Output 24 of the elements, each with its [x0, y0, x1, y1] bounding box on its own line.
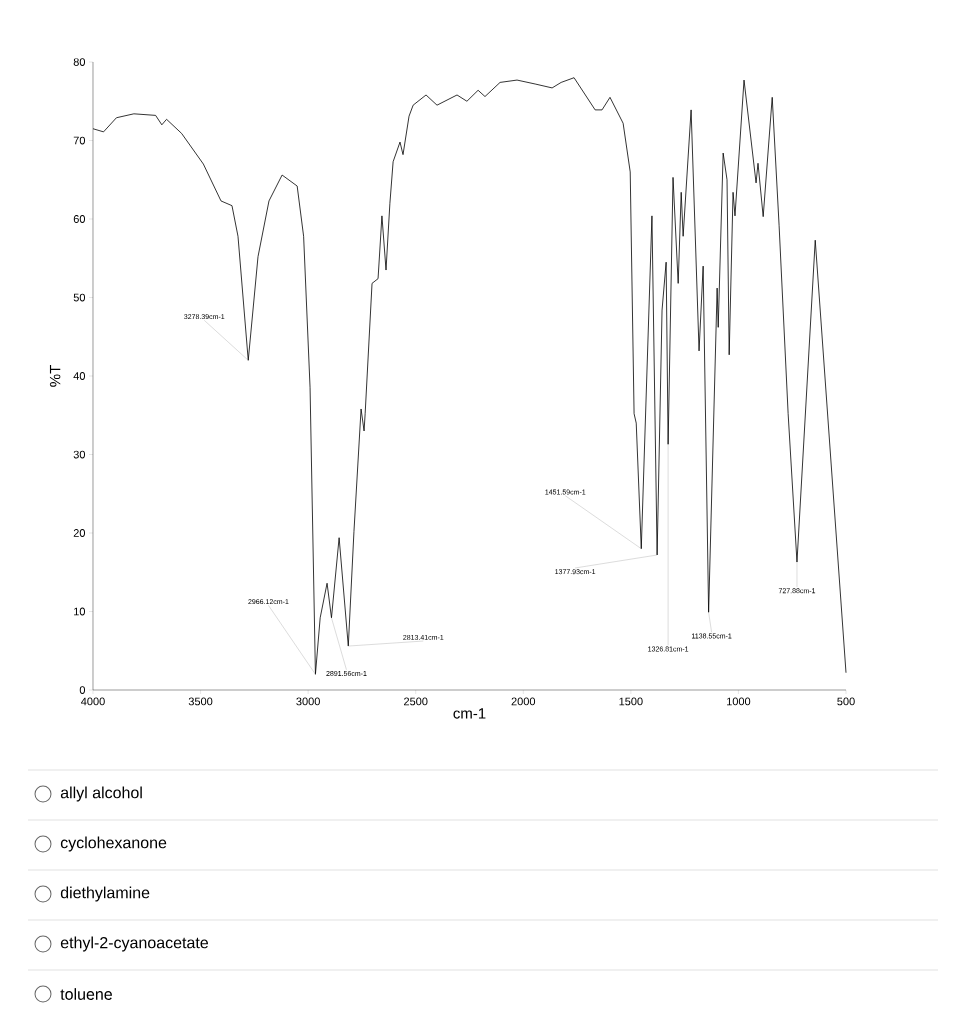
y-tick-label: 50 — [73, 293, 86, 302]
x-axis-title: cm-1 — [453, 708, 486, 719]
y-tick-label: 40 — [73, 372, 86, 380]
x-tick-label: 3000 — [296, 697, 320, 706]
x-tick-label: 1000 — [727, 697, 751, 706]
text: allyl alcohol — [60, 786, 142, 802]
x-tick-label: 1500 — [619, 697, 643, 706]
y-tick-label: 10 — [74, 607, 86, 616]
y-tick-label: 20 — [73, 529, 86, 537]
y-tick-label: 0 — [79, 686, 86, 694]
y-tick-label: 80 — [73, 58, 86, 66]
text: diethylamine — [60, 886, 150, 902]
text: toluene — [60, 988, 112, 1000]
y-tick-label: 60 — [73, 215, 86, 223]
text: cyclohexanone — [60, 836, 167, 852]
y-tick-label: 70 — [73, 136, 86, 145]
x-tick-label: 4000 — [81, 697, 105, 706]
x-tick-label: 2000 — [511, 697, 536, 706]
text: ethyl-2-cyanoacetate — [60, 936, 208, 952]
y-axis-title: %T — [49, 365, 61, 387]
x-tick-label: 3500 — [188, 697, 213, 706]
x-tick-label: 2500 — [404, 697, 428, 706]
x-tick-label: 500 — [837, 697, 855, 706]
y-tick-label: 30 — [73, 450, 86, 459]
